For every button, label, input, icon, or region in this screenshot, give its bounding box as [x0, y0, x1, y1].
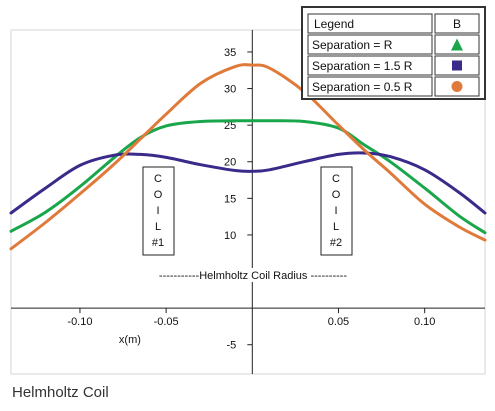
coil-2-letter: L	[333, 221, 339, 233]
x-tick-label: 0.05	[328, 316, 349, 328]
y-tick-label: -5	[227, 340, 237, 352]
x-axis-label: x(m)	[119, 334, 141, 346]
legend-header-cell	[307, 13, 433, 34]
coil-2-letter: O	[332, 189, 341, 201]
radius-annotation-bg	[144, 268, 362, 282]
legend-entry-1: Separation = 1.5 R	[312, 59, 413, 73]
triangle-marker-icon	[451, 38, 463, 51]
legend-header: Legend	[314, 17, 354, 31]
series-line-2	[9, 63, 487, 251]
circle-marker-icon	[451, 81, 463, 92]
x-tick-label: -0.10	[67, 316, 92, 328]
legend-header-col-cell	[434, 13, 480, 34]
axes: -0.10 -0.05 0.05 0.10 x(m) 35 30 25 20 15 10 -5	[11, 30, 485, 374]
series-line-1	[9, 151, 487, 215]
coil-1-letter: I	[156, 205, 159, 217]
coil-1-number: #1	[152, 237, 164, 249]
legend-entry-0: Separation = R	[312, 38, 393, 52]
y-tick-label: 10	[224, 230, 236, 242]
legend: Legend B Separation = R Separation = 1.5…	[301, 6, 486, 100]
y-tick-label: 25	[224, 120, 236, 132]
y-tick-label: 15	[224, 193, 236, 205]
radius-annotation: -----------Helmholtz Coil Radius -------…	[159, 270, 348, 282]
y-tick-label: 20	[224, 157, 236, 169]
legend-header-col: B	[453, 17, 461, 31]
legend-row-cell	[307, 34, 433, 55]
legend-row-cell	[307, 55, 433, 76]
x-tick-label: -0.05	[154, 316, 179, 328]
coil-1-label: C O I L #1	[142, 166, 175, 256]
coil-1-letter: O	[154, 189, 163, 201]
coil-1-box	[142, 166, 175, 256]
coil-1-letter: L	[155, 221, 161, 233]
coil-2-label: C O I L #2	[320, 166, 353, 256]
square-marker-icon	[452, 60, 462, 71]
coil-1-letter: C	[154, 173, 162, 185]
x-tick-label: 0.10	[414, 316, 435, 328]
series-lines	[9, 63, 487, 251]
legend-entry-2: Separation = 0.5 R	[312, 80, 413, 94]
coil-2-number: #2	[330, 237, 342, 249]
series-line-0	[9, 119, 487, 235]
y-tick-label: 30	[224, 84, 236, 96]
coil-2-letter: I	[334, 205, 337, 217]
y-tick-label: 35	[224, 47, 236, 59]
figure-caption: Helmholtz Coil	[12, 384, 109, 401]
coil-2-letter: C	[332, 173, 340, 185]
coil-2-box	[320, 166, 353, 256]
legend-row-cell	[307, 76, 433, 97]
